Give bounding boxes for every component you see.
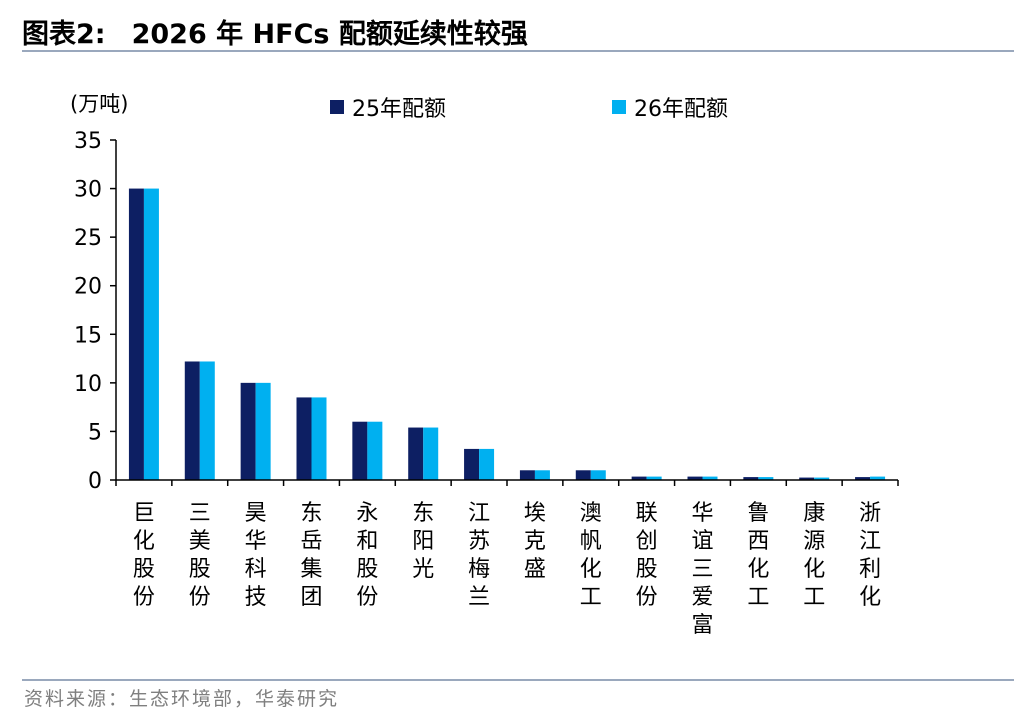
x-category-label: 永和股份 [356,501,378,610]
bar-25-7 [519,470,535,480]
x-category-label: 埃克盛 [524,501,546,582]
x-category-label: 三美股份 [189,501,211,610]
legend-swatch-1 [612,100,626,114]
x-category-label: 江苏梅兰 [468,501,490,610]
figure-title-text: 2026 年 HFCs 配额延续性较强 [131,19,528,50]
bar-26-3 [311,397,327,480]
figure-title: 图表2: 2026 年 HFCs 配额延续性较强 [22,12,528,51]
bar-26-7 [534,470,550,480]
bar-25-6 [464,448,480,480]
x-category-label: 昊华科技 [245,501,267,610]
bar-chart: (万吨) 25年配额 26年配额 0 5 10 15 20 25 30 35 巨化股份 三美股份 昊… [70,92,899,638]
bar-26-6 [479,448,495,480]
y-axis: 0 5 10 15 20 25 30 35 [74,129,117,494]
bar-26-11 [758,477,774,480]
bar-25-9 [631,476,647,480]
y-tick-label: 25 [74,226,102,251]
y-tick-label: 0 [88,469,102,494]
bar-26-10 [702,476,718,480]
x-axis: 巨化股份 三美股份 昊华科技 东岳集团 永和股份 东阳光 江苏梅兰 埃克盛 澳帆化工 联创股份 华谊… [115,479,899,638]
x-category-label: 浙江利化 [859,501,881,610]
y-tick-label: 5 [88,420,102,445]
x-category-label: 联创股份 [636,501,658,610]
y-tick-label: 35 [74,129,102,154]
bar-25-2 [240,382,256,480]
bar-25-0 [128,188,144,481]
bar-26-13 [870,476,886,480]
bar-26-2 [255,382,271,480]
legend-label-0: 25年配额 [352,97,446,122]
bar-26-0 [143,188,159,481]
legend-swatch-0 [330,100,344,114]
y-tick-label: 30 [74,178,102,203]
bar-26-9 [646,476,662,480]
bar-25-8 [575,470,591,480]
x-category-label: 东阳光 [412,501,434,582]
legend-label-1: 26年配额 [634,97,728,122]
y-axis-unit-label: (万吨) [70,92,128,116]
bar-26-8 [590,470,606,480]
x-category-label: 康源化工 [803,501,825,610]
chart-legend: 25年配额 26年配额 [330,97,728,122]
bar-25-12 [799,477,815,480]
bar-26-5 [423,427,439,480]
bar-25-13 [855,477,871,480]
source-note: 资料来源：生态环境部，华泰研究 [24,688,340,710]
y-tick-label: 20 [74,275,102,300]
bar-25-10 [687,476,703,480]
x-category-label: 鲁西化工 [747,501,769,610]
figure-number: 图表2: [22,19,106,50]
x-category-label: 华谊三爱富 [691,501,713,638]
y-tick-label: 15 [74,323,102,348]
bar-26-12 [814,477,830,480]
bar-26-1 [199,361,215,480]
bar-26-4 [367,421,383,480]
y-tick-label: 10 [74,372,102,397]
x-category-label: 澳帆化工 [580,501,602,610]
bars [128,188,886,481]
footer-divider [22,679,1014,681]
x-category-label: 东岳集团 [300,501,322,610]
x-category-label: 巨化股份 [133,501,155,610]
bar-25-11 [743,477,759,480]
title-divider [22,50,1014,52]
bar-25-3 [296,397,312,480]
bar-25-4 [352,421,368,480]
bar-25-1 [184,361,200,480]
bar-25-5 [408,427,424,480]
